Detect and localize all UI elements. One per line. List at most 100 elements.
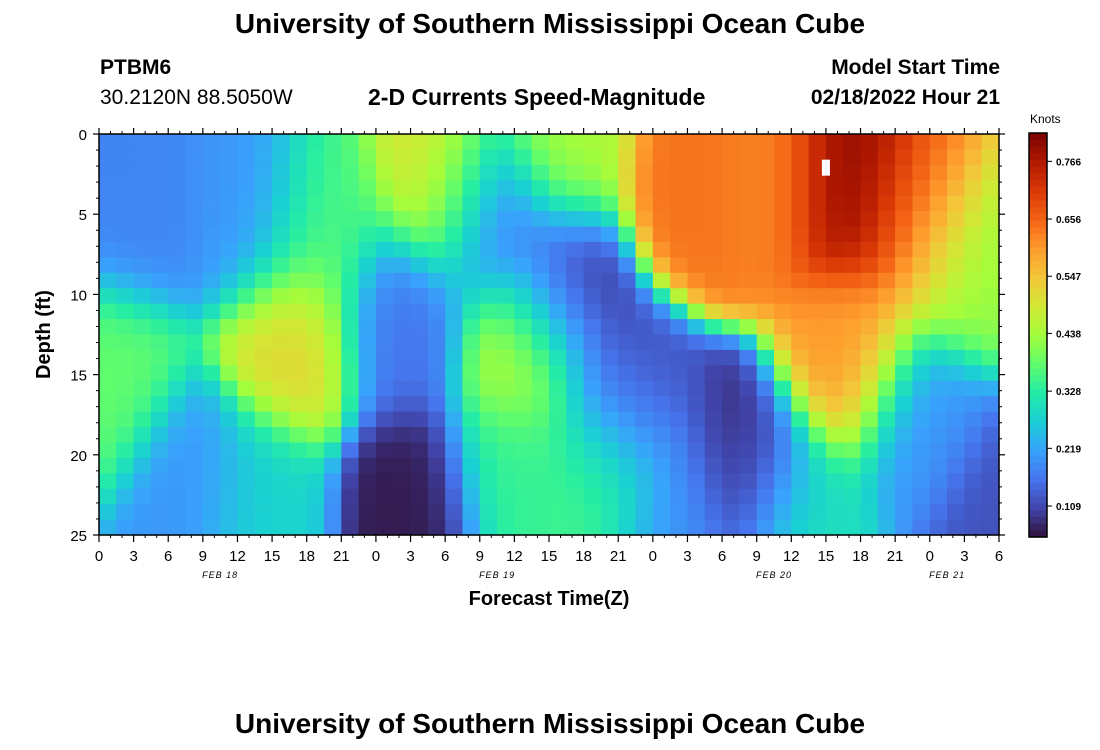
heatmap-cell (306, 365, 325, 382)
heatmap-cell (739, 257, 758, 274)
heatmap-cell (704, 164, 723, 181)
heatmap-cell (756, 442, 775, 459)
heatmap-cell (116, 365, 135, 382)
heatmap-cell (652, 164, 671, 181)
heatmap-cell (964, 380, 983, 397)
heatmap-cell (272, 349, 290, 366)
heatmap-cell (462, 504, 481, 521)
heatmap-cell (791, 134, 810, 151)
colorbar-segment (1029, 388, 1047, 397)
heatmap-cell (427, 349, 446, 366)
heatmap-cell (929, 319, 948, 336)
heatmap-cell (791, 288, 810, 305)
heatmap-cell (254, 488, 273, 505)
heatmap-cell (99, 427, 117, 444)
heatmap-cell (722, 442, 740, 459)
heatmap-cell (756, 488, 775, 505)
heatmap-cell (150, 134, 169, 151)
heatmap-cell (445, 164, 464, 181)
heatmap-cell (99, 519, 117, 536)
heatmap-cell (133, 457, 152, 474)
heatmap-cell (185, 349, 204, 366)
colorbar-segment (1029, 234, 1047, 242)
heatmap-cell (341, 504, 360, 521)
heatmap-cell (981, 134, 1000, 151)
heatmap-cell (756, 319, 775, 336)
heatmap-cell (583, 365, 602, 382)
heatmap-cell (981, 149, 1000, 166)
heatmap-cell (99, 504, 117, 521)
heatmap-cell (549, 272, 567, 289)
heatmap-cell (410, 473, 429, 490)
heatmap-cell (687, 396, 706, 413)
heatmap-cell (531, 257, 550, 274)
colorbar-segment (1029, 489, 1047, 498)
heatmap-cell (756, 519, 775, 536)
heatmap-cell (825, 149, 844, 166)
heatmap-cell (808, 319, 827, 336)
heatmap-cell (254, 195, 273, 212)
heatmap-cell (358, 334, 377, 351)
heatmap-cell (722, 211, 740, 228)
heatmap-cell (324, 442, 342, 459)
heatmap-cell (912, 427, 931, 444)
heatmap-cell (375, 211, 394, 228)
heatmap-cell (877, 365, 896, 382)
heatmap-cell (964, 442, 983, 459)
heatmap-cell (549, 396, 567, 413)
heatmap-cell (497, 195, 515, 212)
heatmap-cell (514, 211, 533, 228)
heatmap-cell (358, 211, 377, 228)
colorbar-segment (1029, 516, 1047, 525)
heatmap-cell (843, 473, 862, 490)
heatmap-cell (237, 288, 256, 305)
heatmap-cell (410, 164, 429, 181)
heatmap-cell (289, 427, 308, 444)
heatmap-cell (306, 380, 325, 397)
heatmap-cell (99, 349, 117, 366)
heatmap-cell (497, 257, 515, 274)
heatmap-cell (133, 349, 152, 366)
heatmap-cell (393, 303, 412, 320)
heatmap-cell (289, 288, 308, 305)
heatmap-cell (843, 272, 862, 289)
heatmap-cell (877, 334, 896, 351)
heatmap-cell (895, 365, 914, 382)
heatmap-cell (895, 349, 914, 366)
heatmap-cell (895, 272, 914, 289)
heatmap-cell (652, 303, 671, 320)
heatmap-cell (722, 427, 740, 444)
heatmap-cell (341, 396, 360, 413)
heatmap-cell (877, 211, 896, 228)
heatmap-cell (739, 396, 758, 413)
heatmap-cell (549, 319, 567, 336)
heatmap-cell (185, 241, 204, 258)
heatmap-cell (929, 380, 948, 397)
heatmap-cell (687, 442, 706, 459)
heatmap-cell (116, 380, 135, 397)
heatmap-cell (825, 396, 844, 413)
heatmap-cell (756, 288, 775, 305)
heatmap-cell (341, 241, 360, 258)
heatmap-cell (756, 211, 775, 228)
heatmap-cell (549, 134, 567, 151)
heatmap-cell (445, 457, 464, 474)
heatmap-cell (739, 180, 758, 197)
heatmap-cell (791, 457, 810, 474)
heatmap-cell (514, 195, 533, 212)
heatmap-cell (964, 427, 983, 444)
heatmap-cell (393, 488, 412, 505)
heatmap-cell (341, 488, 360, 505)
heatmap-cell (427, 334, 446, 351)
heatmap-cell (272, 149, 290, 166)
heatmap-cell (375, 519, 394, 536)
heatmap-cell (168, 134, 187, 151)
heatmap-cell (635, 149, 654, 166)
heatmap-cell (929, 195, 948, 212)
heatmap-cell (947, 134, 965, 151)
colorbar-segment (1029, 382, 1047, 390)
heatmap-cell (825, 349, 844, 366)
heatmap-cell (566, 257, 585, 274)
heatmap-cell (912, 488, 931, 505)
heatmap-cell (341, 411, 360, 428)
